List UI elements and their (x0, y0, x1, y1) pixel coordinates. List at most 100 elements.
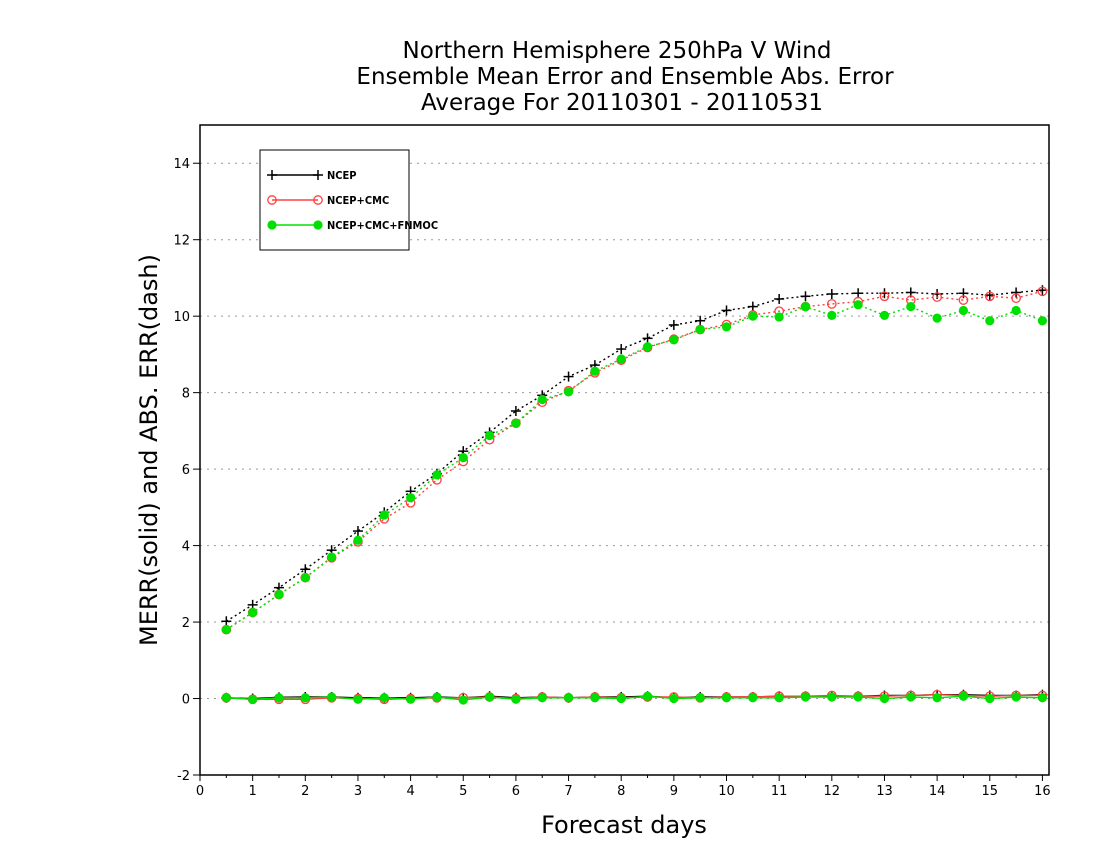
x-tick-label: 16 (1034, 784, 1051, 799)
abs-err-point (932, 313, 942, 323)
mean-err-point (353, 694, 363, 704)
abs-err-point (958, 295, 969, 305)
x-tick-label: 15 (981, 784, 998, 799)
mean-err-point (590, 693, 600, 703)
abs-err-point (458, 453, 468, 463)
abs-err-point (1011, 287, 1022, 298)
mean-err-point (406, 694, 416, 704)
x-tick-label: 11 (771, 784, 788, 799)
legend-marker (313, 220, 323, 230)
abs-err-point (221, 616, 232, 627)
mean-err-point (616, 693, 626, 704)
abs-err-point (352, 526, 363, 537)
mean-err-point (669, 693, 679, 704)
x-tick-label: 2 (301, 784, 309, 799)
abs-err-point (642, 342, 653, 352)
abs-err-point (353, 535, 363, 545)
y-tick-label: 0 (182, 693, 190, 708)
x-tick-label: 13 (876, 784, 893, 799)
abs-err-point (1011, 293, 1021, 304)
x-axis-label: Forecast days (541, 811, 707, 839)
abs-err-point (274, 589, 284, 600)
abs-err-point (590, 366, 600, 376)
abs-err-line (225, 289, 1043, 622)
abs-err-point (984, 291, 995, 302)
plot-frame (199, 124, 1050, 776)
abs-err-point (879, 291, 890, 302)
legend-item: NCEP+CMC+FNMOC (267, 219, 438, 232)
x-tick-label: 5 (459, 784, 467, 799)
x-axis: 0 1 2 3 4 5 6 7 8 9 10 11 12 13 14 15 16 (196, 775, 1051, 799)
mean-err-point (327, 692, 337, 702)
abs-err-point (958, 288, 969, 299)
y-tick-label: 12 (173, 234, 190, 249)
mean-err-point (563, 693, 574, 703)
x-tick-label: 0 (196, 784, 204, 799)
abs-err-point (906, 302, 916, 312)
abs-err-point (800, 291, 811, 302)
abs-err-point (327, 552, 337, 562)
y-axis-label: MERR(solid) and ABS. ERR(dash) (135, 254, 163, 646)
abs-err-point (695, 315, 706, 326)
x-tick-label: 7 (564, 784, 572, 799)
legend-marker (267, 170, 277, 180)
mean-err-point (221, 693, 231, 703)
abs-err-line (225, 303, 1043, 631)
mean-err-point (379, 693, 389, 703)
abs-err-point (774, 312, 784, 322)
chart-title-line-3: Average For 20110301 - 20110531 (421, 90, 823, 116)
mean-err-point (248, 694, 258, 704)
chart-title: Northern Hemisphere 250hPa V Wind Ensemb… (356, 38, 894, 116)
abs-err-point (616, 354, 626, 364)
abs-err-point (668, 319, 679, 330)
abs-err-point (826, 289, 837, 299)
mean-err-point (748, 693, 758, 703)
mean-err-point (932, 693, 942, 703)
mean-err-point (537, 693, 547, 703)
y-axis: -2 0 2 4 6 8 10 12 14 (173, 157, 200, 784)
legend-label: NCEP+CMC+FNMOC (327, 219, 438, 232)
mean-err-point (458, 695, 468, 705)
legend-marker (267, 220, 277, 230)
legend-item: NCEP+CMC (267, 194, 389, 207)
abs-err-point (932, 292, 942, 302)
y-tick-label: 8 (182, 387, 190, 402)
abs-err-point (379, 510, 389, 520)
mean-err-point (800, 692, 811, 702)
x-tick-label: 12 (824, 784, 841, 799)
abs-err-point (748, 311, 758, 321)
legend-label: NCEP (327, 169, 357, 182)
abs-err-line (225, 290, 1043, 631)
mean-err-point (274, 693, 284, 703)
x-tick-label: 10 (718, 784, 735, 799)
y-tick-label: 10 (173, 310, 190, 325)
y-tick-label: 14 (173, 157, 190, 172)
x-tick-label: 14 (929, 784, 946, 799)
legend: NCEP NCEP+CMC NCEP+CMC+FNMOC (259, 149, 438, 251)
abs-err-point (484, 430, 495, 441)
chart-title-line-2: Ensemble Mean Error and Ensemble Abs. Er… (356, 64, 894, 90)
mean-err-point (432, 692, 442, 702)
abs-err-point (563, 387, 574, 397)
abs-err-point (774, 293, 785, 304)
abs-err-point (537, 394, 547, 405)
abs-err-point (853, 300, 863, 310)
mean-err-point (1037, 693, 1048, 703)
series-layer (221, 285, 1048, 705)
x-tick-label: 6 (512, 784, 520, 799)
x-tick-label: 4 (406, 784, 414, 799)
series-ncep-cmc-fnmoc (221, 300, 1048, 705)
abs-err-point (511, 418, 521, 428)
abs-err-point (616, 344, 627, 355)
abs-err-point (985, 316, 995, 326)
abs-err-point (221, 625, 231, 635)
y-tick-label: 2 (182, 616, 190, 631)
mean-err-point (958, 691, 969, 701)
abs-err-point (300, 573, 310, 583)
x-tick-label: 3 (354, 784, 362, 799)
abs-err-point (642, 333, 653, 344)
mean-err-point (853, 692, 863, 702)
abs-err-point (406, 493, 416, 503)
abs-err-point (721, 322, 732, 332)
